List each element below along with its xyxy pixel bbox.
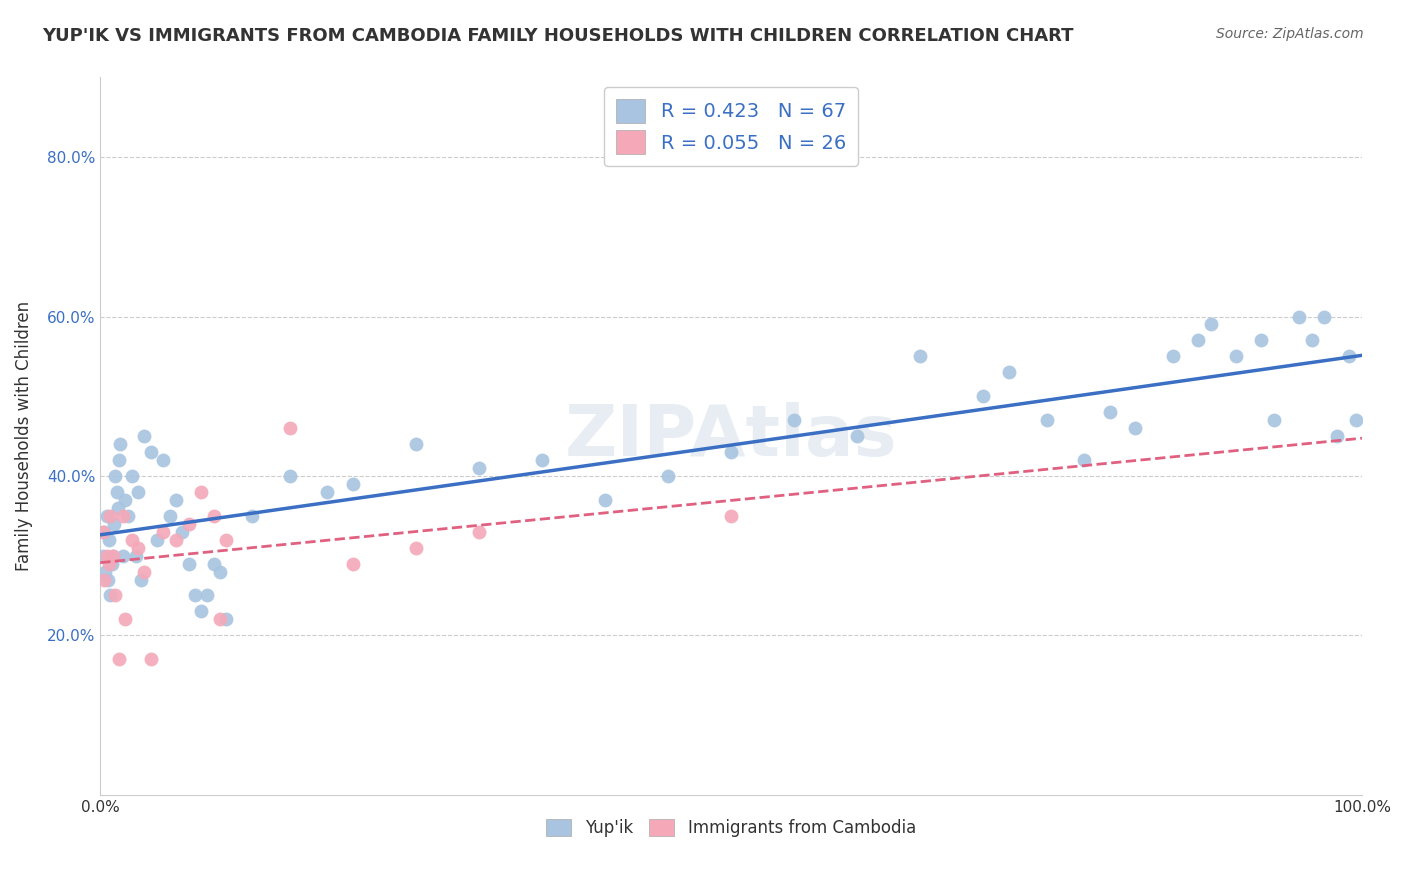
- Point: [121, 533, 143, 547]
- Point: [1225, 350, 1247, 364]
- Point: [108, 453, 131, 467]
- Point: [103, 516, 125, 531]
- Point: [1199, 318, 1222, 332]
- Point: [1313, 310, 1336, 324]
- Point: [190, 484, 212, 499]
- Point: [215, 533, 238, 547]
- Point: [93, 573, 115, 587]
- Point: [468, 461, 491, 475]
- Point: [94, 565, 117, 579]
- Point: [215, 612, 238, 626]
- Point: [98, 557, 121, 571]
- Point: [240, 508, 263, 523]
- Point: [110, 437, 132, 451]
- Point: [98, 589, 121, 603]
- Point: [278, 469, 301, 483]
- Point: [1301, 334, 1323, 348]
- Point: [1098, 405, 1121, 419]
- Point: [720, 445, 742, 459]
- Point: [177, 516, 200, 531]
- Point: [93, 524, 115, 539]
- Point: [98, 508, 121, 523]
- Point: [177, 557, 200, 571]
- Point: [101, 549, 124, 563]
- Point: [202, 557, 225, 571]
- Point: [190, 604, 212, 618]
- Point: [972, 389, 994, 403]
- Point: [100, 557, 122, 571]
- Point: [111, 508, 134, 523]
- Point: [530, 453, 553, 467]
- Point: [129, 573, 152, 587]
- Point: [139, 445, 162, 459]
- Point: [783, 413, 806, 427]
- Point: [209, 565, 232, 579]
- Point: [121, 469, 143, 483]
- Text: Source: ZipAtlas.com: Source: ZipAtlas.com: [1216, 27, 1364, 41]
- Point: [104, 589, 127, 603]
- Point: [405, 437, 427, 451]
- Point: [1344, 413, 1367, 427]
- Point: [139, 652, 162, 666]
- Point: [209, 612, 232, 626]
- Point: [134, 565, 156, 579]
- Point: [1035, 413, 1057, 427]
- Point: [105, 484, 128, 499]
- Point: [101, 549, 124, 563]
- Point: [111, 549, 134, 563]
- Point: [1263, 413, 1285, 427]
- Point: [107, 500, 129, 515]
- Point: [846, 429, 869, 443]
- Point: [108, 652, 131, 666]
- Point: [127, 484, 149, 499]
- Point: [104, 469, 127, 483]
- Point: [202, 508, 225, 523]
- Point: [152, 524, 174, 539]
- Point: [152, 453, 174, 467]
- Point: [1288, 310, 1310, 324]
- Point: [1123, 421, 1146, 435]
- Point: [117, 508, 139, 523]
- Point: [1326, 429, 1348, 443]
- Point: [134, 429, 156, 443]
- Point: [657, 469, 679, 483]
- Point: [593, 492, 616, 507]
- Point: [1073, 453, 1095, 467]
- Point: [172, 524, 194, 539]
- Point: [197, 589, 219, 603]
- Point: [1339, 350, 1361, 364]
- Point: [96, 508, 118, 523]
- Point: [997, 365, 1019, 379]
- Point: [342, 557, 364, 571]
- Point: [184, 589, 207, 603]
- Point: [468, 524, 491, 539]
- Point: [159, 508, 181, 523]
- Point: [98, 533, 121, 547]
- Point: [720, 508, 742, 523]
- Point: [97, 573, 120, 587]
- Point: [91, 524, 114, 539]
- Point: [910, 350, 932, 364]
- Point: [342, 476, 364, 491]
- Text: YUP'IK VS IMMIGRANTS FROM CAMBODIA FAMILY HOUSEHOLDS WITH CHILDREN CORRELATION C: YUP'IK VS IMMIGRANTS FROM CAMBODIA FAMIL…: [42, 27, 1074, 45]
- Point: [316, 484, 339, 499]
- Point: [114, 612, 136, 626]
- Point: [1161, 350, 1184, 364]
- Point: [146, 533, 169, 547]
- Point: [165, 492, 187, 507]
- Point: [127, 541, 149, 555]
- Point: [1187, 334, 1209, 348]
- Point: [1250, 334, 1272, 348]
- Point: [405, 541, 427, 555]
- Point: [278, 421, 301, 435]
- Point: [165, 533, 187, 547]
- Point: [96, 549, 118, 563]
- Y-axis label: Family Households with Children: Family Households with Children: [15, 301, 32, 571]
- Text: ZIPAtlas: ZIPAtlas: [565, 401, 897, 471]
- Point: [114, 492, 136, 507]
- Point: [91, 549, 114, 563]
- Point: [124, 549, 146, 563]
- Legend: Yup'ik, Immigrants from Cambodia: Yup'ik, Immigrants from Cambodia: [540, 813, 922, 844]
